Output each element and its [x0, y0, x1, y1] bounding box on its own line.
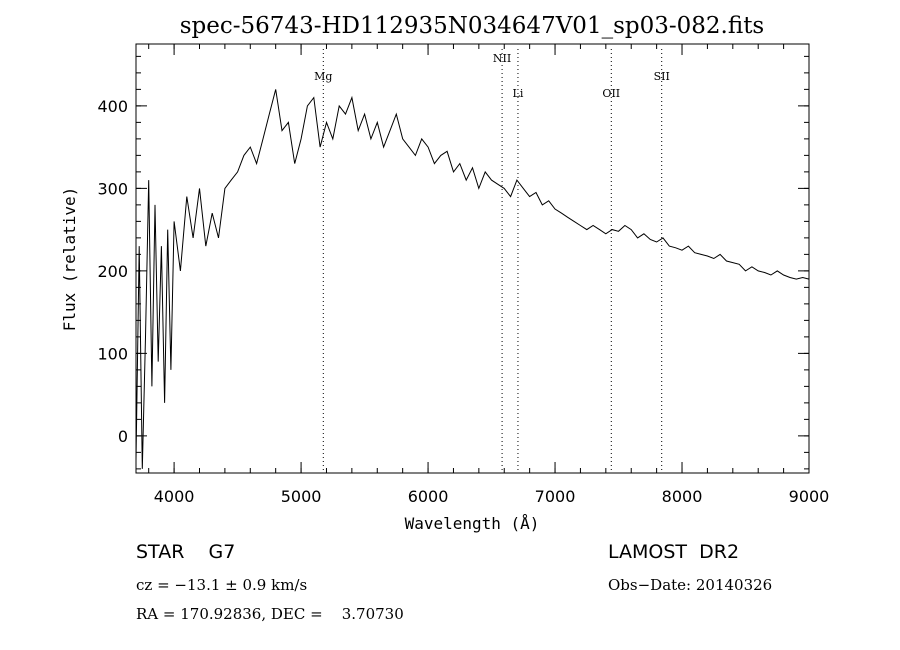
object-class: STAR G7: [136, 541, 236, 563]
chart-title: spec-56743-HD112935N034647V01_sp03-082.f…: [180, 13, 765, 39]
redshift-value: cz = −13.1 ± 0.9 km/s: [136, 576, 308, 594]
y-tick-label: 100: [97, 344, 128, 363]
line-label-mg: Mg: [314, 70, 332, 83]
x-tick-label: 4000: [154, 487, 195, 506]
y-tick-label: 400: [97, 97, 128, 116]
line-label-oii: OII: [602, 87, 620, 100]
x-tick-label: 8000: [662, 487, 703, 506]
spectrum-line: [135, 89, 810, 469]
coordinates: RA = 170.92836, DEC = 3.70730: [136, 605, 404, 623]
line-label-li: Li: [513, 87, 524, 100]
x-tick-label: 7000: [535, 487, 576, 506]
y-tick-label: 300: [97, 179, 128, 198]
y-tick-label: 200: [97, 262, 128, 281]
plot-frame: [135, 43, 810, 474]
x-axis-label: Wavelength (Å): [405, 514, 540, 533]
observation-date: Obs−Date: 20140326: [608, 576, 773, 594]
line-label-nii: NII: [493, 52, 511, 65]
x-tick-label: 6000: [408, 487, 449, 506]
line-label-sii: SII: [654, 70, 670, 83]
y-axis-label: Flux (relative): [60, 187, 79, 332]
x-tick-label: 5000: [281, 487, 322, 506]
y-tick-label: 0: [118, 427, 128, 446]
x-tick-label: 9000: [789, 487, 830, 506]
survey-name: LAMOST DR2: [608, 541, 740, 563]
